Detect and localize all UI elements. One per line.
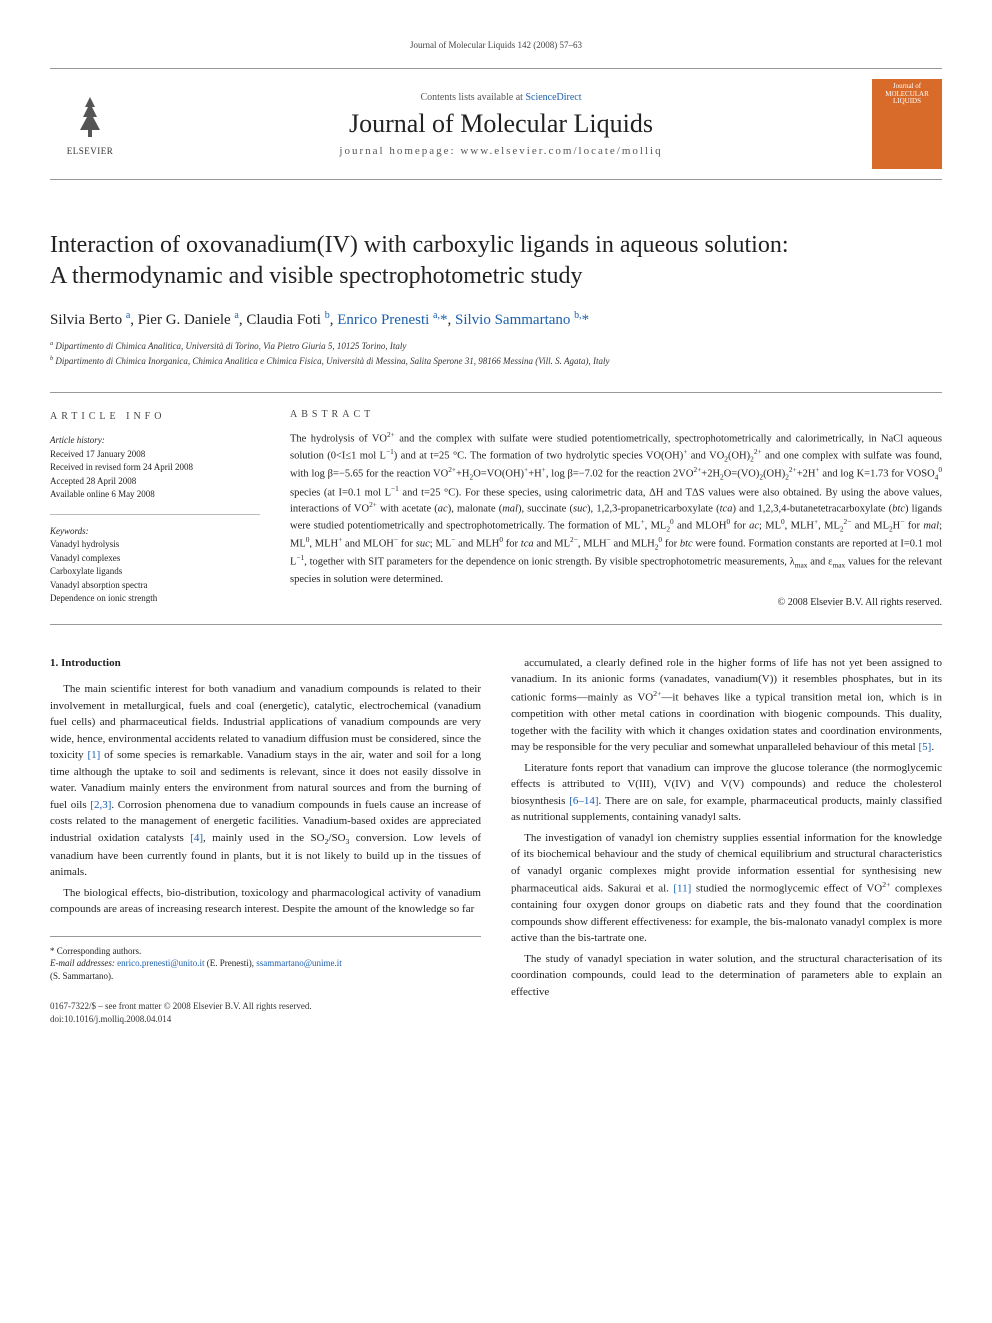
- section-1-heading: 1. Introduction: [50, 655, 481, 672]
- abstract-text: The hydrolysis of VO2+ and the complex w…: [290, 430, 942, 587]
- affiliation-a: a Dipartimento di Chimica Analitica, Uni…: [50, 339, 942, 354]
- title-line-2: A thermodynamic and visible spectrophoto…: [50, 263, 583, 289]
- body-right-column: accumulated, a clearly defined role in t…: [511, 655, 942, 1026]
- keywords-block: Keywords: Vanadyl hydrolysis Vanadyl com…: [50, 514, 260, 606]
- author-list: Silvia Berto a, Pier G. Daniele a, Claud…: [50, 310, 942, 329]
- email-link-2[interactable]: ssammartano@unime.it: [256, 958, 342, 968]
- journal-name: Journal of Molecular Liquids: [130, 109, 872, 139]
- doi-line: doi:10.1016/j.molliq.2008.04.014: [50, 1013, 481, 1026]
- email-line: E-mail addresses: enrico.prenesti@unito.…: [50, 957, 481, 970]
- email-link-1[interactable]: enrico.prenesti@unito.it: [117, 958, 204, 968]
- publisher-name: ELSEVIER: [67, 146, 114, 156]
- body-paragraph: The main scientific interest for both va…: [50, 681, 481, 880]
- body-columns: 1. Introduction The main scientific inte…: [50, 655, 942, 1026]
- keyword-item: Dependence on ionic strength: [50, 592, 260, 606]
- journal-homepage[interactable]: journal homepage: www.elsevier.com/locat…: [130, 145, 872, 157]
- keyword-item: Carboxylate ligands: [50, 565, 260, 579]
- abstract-copyright: © 2008 Elsevier B.V. All rights reserved…: [290, 597, 942, 608]
- publisher-logo: ELSEVIER: [50, 79, 130, 169]
- body-paragraph: accumulated, a clearly defined role in t…: [511, 655, 942, 756]
- body-paragraph: The study of vanadyl speciation in water…: [511, 951, 942, 1001]
- masthead: ELSEVIER Contents lists available at Sci…: [50, 68, 942, 180]
- keyword-item: Vanadyl hydrolysis: [50, 538, 260, 552]
- running-header: Journal of Molecular Liquids 142 (2008) …: [50, 40, 942, 50]
- cover-label-3: LIQUIDS: [893, 98, 921, 106]
- issn-line: 0167-7322/$ – see front matter © 2008 El…: [50, 1000, 481, 1013]
- footnotes: * Corresponding authors. E-mail addresse…: [50, 936, 481, 983]
- keywords-label: Keywords:: [50, 525, 260, 539]
- keyword-item: Vanadyl complexes: [50, 552, 260, 566]
- elsevier-tree-icon: [65, 92, 115, 142]
- history-received: Received 17 January 2008: [50, 448, 260, 462]
- corresponding-authors-label: * Corresponding authors.: [50, 945, 481, 958]
- contents-label: Contents lists available at: [420, 92, 522, 103]
- abstract-panel: ABSTRACT The hydrolysis of VO2+ and the …: [290, 409, 942, 608]
- keyword-item: Vanadyl absorption spectra: [50, 579, 260, 593]
- email-name-2: (S. Sammartano).: [50, 970, 481, 983]
- affiliations: a Dipartimento di Chimica Analitica, Uni…: [50, 339, 942, 368]
- article-info-label: ARTICLE INFO: [50, 409, 260, 424]
- article-title: Interaction of oxovanadium(IV) with carb…: [50, 230, 942, 292]
- abstract-label: ABSTRACT: [290, 409, 942, 420]
- footer-block: 0167-7322/$ – see front matter © 2008 El…: [50, 1000, 481, 1025]
- body-paragraph: The biological effects, bio-distribution…: [50, 885, 481, 918]
- sciencedirect-link[interactable]: ScienceDirect: [525, 92, 581, 103]
- body-left-column: 1. Introduction The main scientific inte…: [50, 655, 481, 1026]
- affiliation-b: b Dipartimento di Chimica Inorganica, Ch…: [50, 354, 942, 369]
- masthead-center: Contents lists available at ScienceDirec…: [130, 92, 872, 157]
- history-accepted: Accepted 28 April 2008: [50, 475, 260, 489]
- email-label: E-mail addresses:: [50, 958, 115, 968]
- title-line-1: Interaction of oxovanadium(IV) with carb…: [50, 232, 789, 258]
- body-paragraph: Literature fonts report that vanadium ca…: [511, 760, 942, 826]
- article-info-panel: ARTICLE INFO Article history: Received 1…: [50, 409, 260, 608]
- body-paragraph: The investigation of vanadyl ion chemist…: [511, 830, 942, 947]
- history-online: Available online 6 May 2008: [50, 488, 260, 502]
- email-name-1: (E. Prenesti),: [207, 958, 254, 968]
- history-revised: Received in revised form 24 April 2008: [50, 461, 260, 475]
- journal-cover-thumbnail: Journal of MOLECULAR LIQUIDS: [872, 79, 942, 169]
- contents-lists-line: Contents lists available at ScienceDirec…: [130, 92, 872, 103]
- info-abstract-row: ARTICLE INFO Article history: Received 1…: [50, 392, 942, 625]
- history-label: Article history:: [50, 434, 260, 448]
